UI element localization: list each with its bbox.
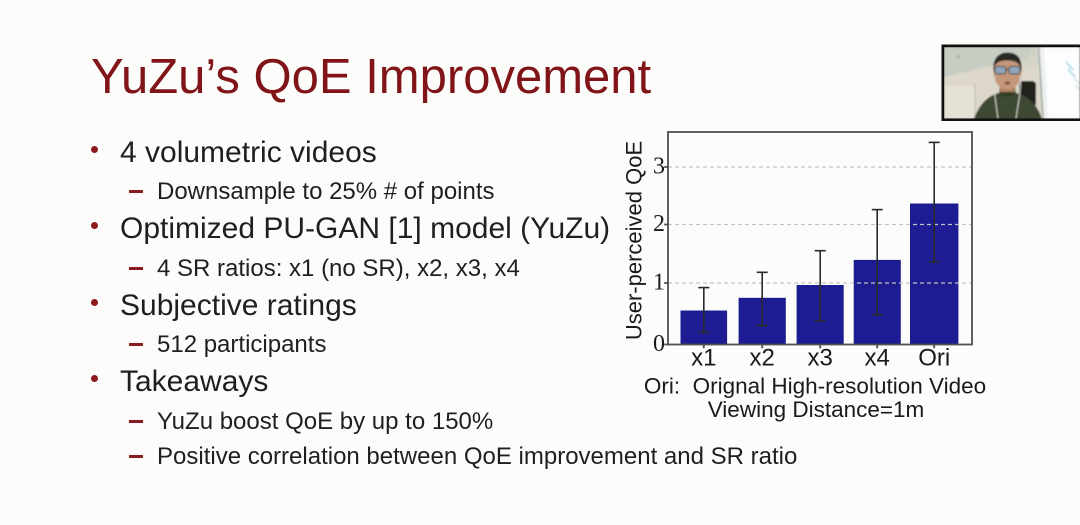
svg-text:2: 2 [653, 211, 665, 237]
svg-text:3: 3 [653, 154, 665, 180]
svg-text:x2: x2 [750, 345, 775, 372]
svg-text:Ori: Orignal High-resolution: Ori: Orignal High-resolution Video [644, 374, 986, 399]
svg-text:User-perceived QoE: User-perceived QoE [622, 141, 647, 340]
svg-text:x3: x3 [808, 345, 833, 372]
svg-text:x4: x4 [865, 345, 890, 372]
svg-text:1: 1 [653, 270, 665, 296]
svg-text:0: 0 [653, 331, 665, 357]
svg-text:Ori: Ori [918, 345, 950, 372]
svg-text:Viewing Distance=1m: Viewing Distance=1m [708, 397, 925, 422]
svg-text:x1: x1 [691, 345, 716, 372]
